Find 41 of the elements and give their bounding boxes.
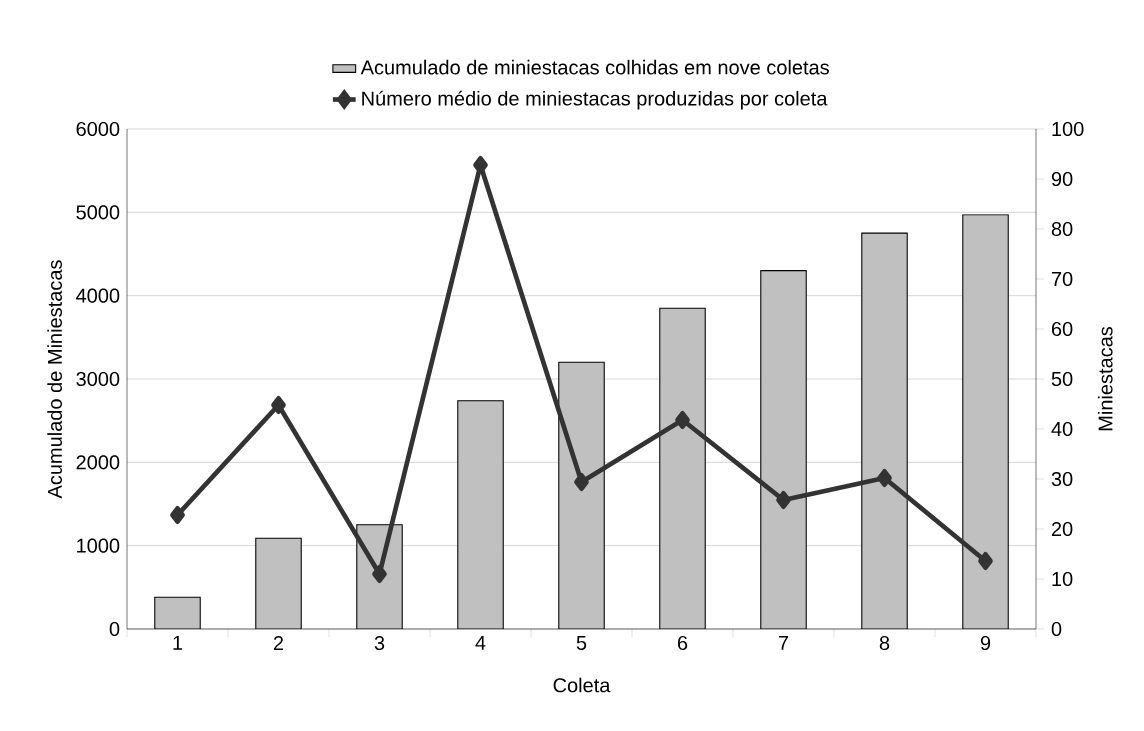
y2-tick-label: 60 (1051, 321, 1073, 337)
x-axis-title: Coleta (553, 677, 611, 693)
y2-tick-label: 30 (1051, 471, 1073, 487)
point (675, 410, 690, 429)
point (574, 472, 589, 491)
x-tick-label: 4 (475, 635, 486, 650)
point (372, 564, 387, 584)
y2-tick-label: 20 (1051, 521, 1073, 537)
point (877, 468, 892, 487)
x-tick-label: 9 (980, 635, 991, 651)
y-tick-label: 2000 (76, 455, 120, 470)
point (473, 155, 488, 174)
y2-tick-label: 10 (1052, 571, 1073, 587)
point (776, 490, 791, 510)
x-tick-label: 7 (778, 635, 789, 650)
y2-axis-title: Miniestacas (1097, 326, 1113, 431)
y-tick-label: 0 (109, 621, 120, 637)
y-tick-label: 4000 (76, 288, 120, 303)
y-tick-label: 6000 (76, 121, 120, 137)
y-tick-label: 5000 (76, 205, 120, 220)
y2-tick-label: 70 (1051, 271, 1073, 287)
point (170, 505, 185, 524)
y-tick-label: 1000 (77, 538, 120, 553)
y-tick-label: 3000 (76, 371, 120, 387)
y2-tick-label: 0 (1051, 621, 1062, 637)
x-tick-label: 5 (576, 635, 587, 650)
x-tick-label: 8 (879, 635, 890, 651)
x-tick-label: 1 (173, 635, 183, 650)
legend-label: Número médio de miniestacas produzidas por coleta (362, 90, 828, 110)
x-tick-label: 3 (374, 635, 385, 651)
point (978, 551, 993, 570)
y2-tick-label: 100 (1052, 121, 1084, 137)
point (271, 395, 286, 414)
legend-label: Acumulado de miniestacas colhidas em nove coletas (360, 59, 829, 75)
y2-tick-label: 80 (1051, 221, 1073, 237)
y-axis-title: Acumulado de Miniestacas (47, 260, 62, 499)
x-tick-label: 2 (273, 635, 284, 650)
y2-tick-label: 90 (1051, 171, 1073, 187)
x-tick-label: 6 (677, 635, 688, 651)
y2-tick-label: 40 (1051, 421, 1073, 437)
y2-tick-label: 50 (1051, 371, 1073, 387)
